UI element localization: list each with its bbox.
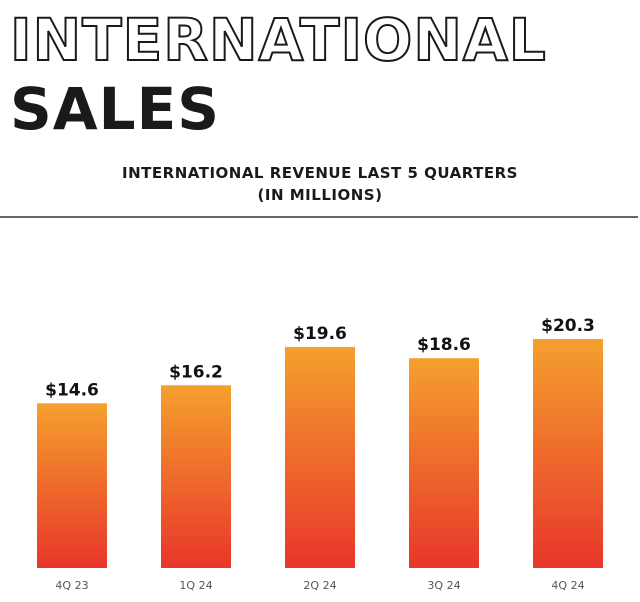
chart-subtitle: (IN MILLIONS) [257, 186, 383, 204]
data-label: $20.3 [541, 316, 595, 336]
bar-4q-24 [533, 339, 603, 568]
bar-1q-24 [161, 385, 231, 568]
data-label: $14.6 [45, 380, 99, 400]
x-tick-label: 2Q 24 [303, 579, 336, 592]
data-label: $18.6 [417, 335, 471, 355]
x-tick-label: 4Q 23 [55, 579, 88, 592]
x-tick-label: 3Q 24 [427, 579, 460, 592]
x-tick-label: 4Q 24 [551, 579, 584, 592]
bar-4q-23 [37, 403, 107, 568]
bar-2q-24 [285, 346, 355, 568]
bar-3q-24 [409, 358, 479, 568]
data-label: $16.2 [169, 362, 223, 382]
chart-title: INTERNATIONAL REVENUE LAST 5 QUARTERS [122, 164, 518, 182]
chart-title-block: INTERNATIONAL REVENUE LAST 5 QUARTERS (I… [0, 162, 640, 206]
data-label: $19.6 [293, 324, 347, 344]
headline-international: INTERNATIONAL [9, 5, 547, 75]
x-tick-label: 1Q 24 [179, 579, 212, 592]
headline-sales: SALES [10, 75, 221, 143]
